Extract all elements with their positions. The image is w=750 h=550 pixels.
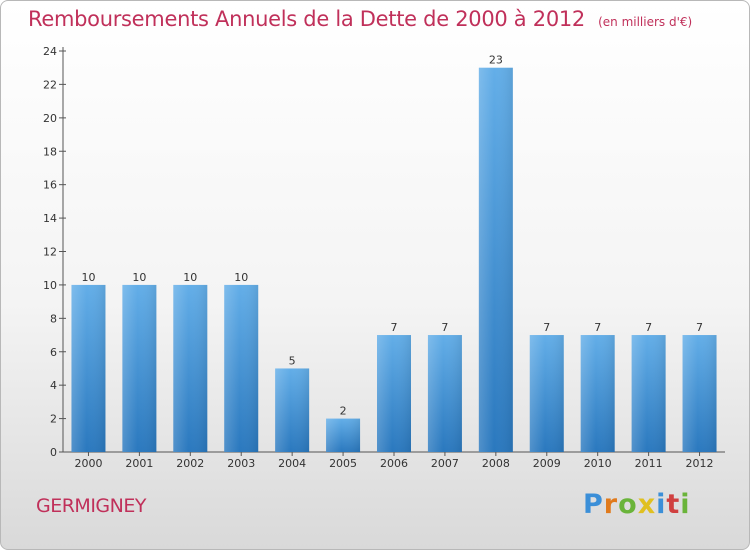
data-label: 10 [81,271,95,284]
data-label: 7 [441,321,448,334]
x-tick-label: 2006 [380,457,408,470]
bars-group [71,67,717,452]
bar-sheen [427,335,462,452]
y-tick-label: 0 [50,446,57,459]
data-label: 2 [340,405,347,418]
y-tick-label: 6 [50,346,57,359]
logo-letter: t [666,489,681,520]
y-tick-label: 24 [43,45,57,58]
bar-sheen [478,67,513,452]
bar-sheen [173,284,208,452]
x-tick-label: 2011 [635,457,663,470]
logo-letter: P [583,489,604,520]
data-label: 7 [696,321,703,334]
y-tick-label: 8 [50,312,57,325]
y-tick-label: 18 [43,145,57,158]
x-tick-label: 2008 [482,457,510,470]
logo-letter: r [603,489,619,520]
proxiti-logo[interactable]: Proxiti [583,489,691,520]
data-label: 7 [594,321,601,334]
y-tick-label: 22 [43,78,57,91]
bar-sheen [377,335,411,452]
data-label: 7 [645,321,652,334]
x-tick-label: 2005 [329,457,357,470]
logo-letter: o [618,489,638,520]
y-tick-label: 14 [43,212,57,225]
data-label: 5 [289,354,296,367]
chart-title: Remboursements Annuels de la Dette de 20… [28,7,585,31]
x-tick-label: 2007 [431,457,459,470]
y-tick-label: 16 [43,179,57,192]
bar-sheen [682,335,717,452]
logo-letter: i [656,489,667,520]
bar-sheen [631,335,666,452]
bar-sheen [122,284,157,452]
y-tick-label: 4 [50,379,57,392]
y-tick-label: 2 [50,413,57,426]
bar-sheen [71,284,106,452]
data-label: 10 [234,271,248,284]
data-label: 10 [183,271,197,284]
data-label: 7 [543,321,550,334]
chart-title-wrap: Remboursements Annuels de la Dette de 20… [28,7,692,31]
y-tick-label: 12 [43,246,57,259]
data-label: 7 [391,321,398,334]
bar-sheen [224,284,259,452]
bar-sheen [326,418,361,452]
x-tick-label: 2000 [74,457,102,470]
unit-note: (en milliers d'€) [598,15,693,29]
x-tick-label: 2002 [176,457,204,470]
data-label: 23 [489,54,503,67]
bar-sheen [529,335,564,452]
logo-letter: x [637,489,657,520]
labels-group: 2000 10 2001 10 2002 10 2003 10 2004 5 2005 2 2006 7 2… [74,54,713,470]
x-tick-label: 2010 [584,457,612,470]
bar-sheen [580,335,615,452]
bar-sheen [275,368,310,452]
x-tick-label: 2012 [686,457,714,470]
x-tick-label: 2003 [227,457,255,470]
logo-letter: i [680,489,691,520]
x-tick-label: 2009 [533,457,561,470]
town-name: GERMIGNEY [36,495,146,517]
x-tick-label: 2001 [125,457,153,470]
data-label: 10 [132,271,146,284]
y-tick-label: 10 [43,279,57,292]
y-tick-label: 20 [43,112,57,125]
x-tick-label: 2004 [278,457,306,470]
